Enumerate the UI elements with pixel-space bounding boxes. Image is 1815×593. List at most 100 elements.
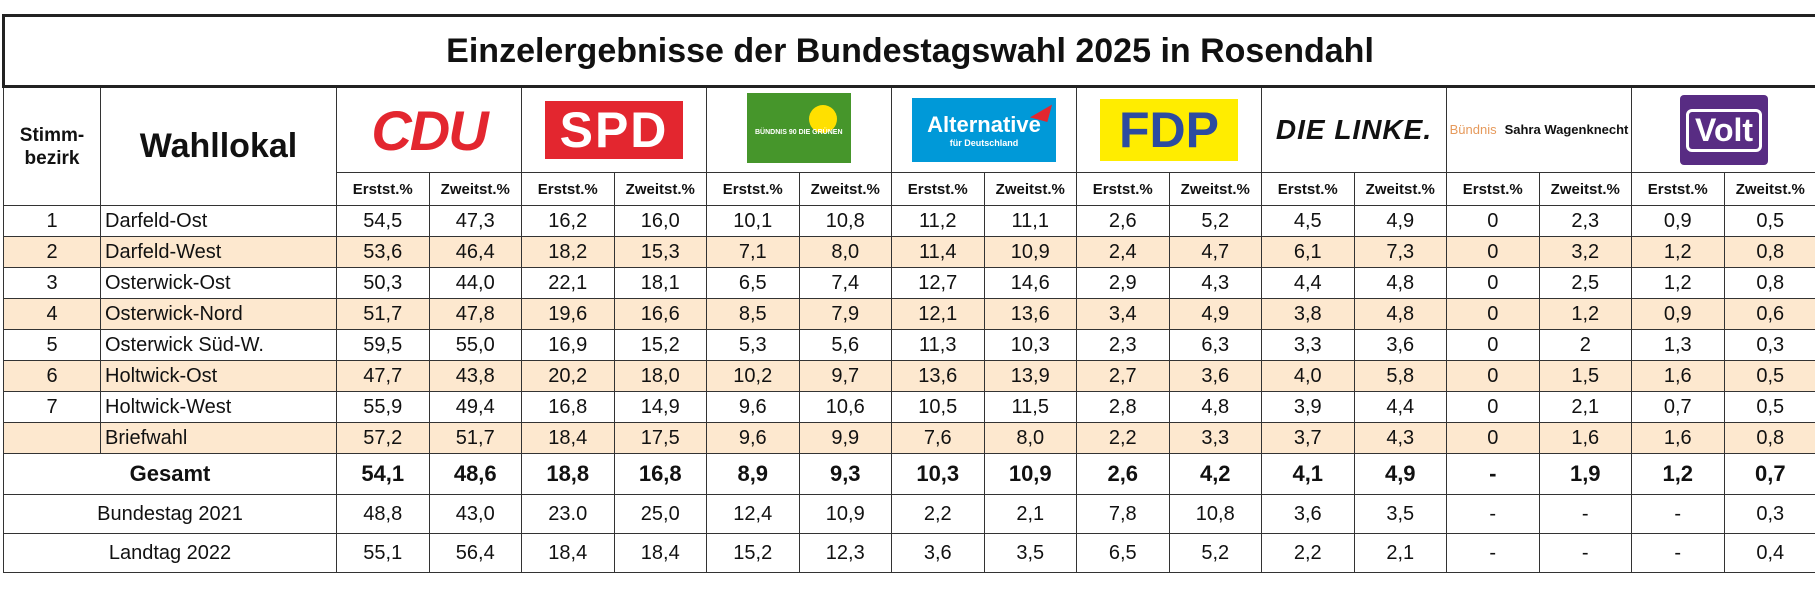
history-value-cell: 12,3: [798, 533, 892, 573]
value-cell: 14,9: [613, 391, 707, 423]
history-value-cell: 0,4: [1723, 533, 1815, 573]
table-row: 1 Darfeld-Ost 54,5 47,3 16,2 16,0 10,1 10,8 11,2…: [3, 205, 1815, 237]
history-value-cell: 10,8: [1168, 494, 1262, 534]
value-cell: 14,6: [983, 267, 1077, 299]
wahllokal-header: Wahllokal: [100, 86, 337, 206]
value-cell: 7,1: [706, 236, 800, 268]
wahllokal-cell: Holtwick-Ost: [100, 360, 337, 392]
value-cell: 10,9: [983, 236, 1077, 268]
erststimme-header: Erstst.%: [1631, 172, 1725, 206]
value-cell: 47,8: [428, 298, 522, 330]
total-value-cell: 4,2: [1168, 453, 1262, 495]
value-cell: 1,3: [1631, 329, 1725, 361]
value-cell: 0: [1446, 329, 1540, 361]
history-value-cell: -: [1538, 533, 1632, 573]
history-value-cell: 43,0: [428, 494, 522, 534]
value-cell: 1,5: [1538, 360, 1632, 392]
history-value-cell: 2,2: [891, 494, 985, 534]
table-row: Briefwahl 57,2 51,7 18,4 17,5 9,6 9,9 7,6 8,0 2,2…: [3, 422, 1815, 454]
value-cell: 9,6: [706, 422, 800, 454]
bsw-logo: Bündnis Sahra Wagenknecht: [1450, 122, 1629, 137]
history-label: Landtag 2022: [3, 533, 337, 573]
value-cell: 0,8: [1723, 422, 1815, 454]
wahllokal-cell: Osterwick-Nord: [100, 298, 337, 330]
value-cell: 57,2: [336, 422, 430, 454]
subheader-row: Erstst.% Zweitst.% Erstst.% Zweitst.% Erstst…: [4, 172, 1815, 206]
value-cell: 49,4: [428, 391, 522, 423]
value-cell: 2: [1538, 329, 1632, 361]
value-cell: 2,5: [1538, 267, 1632, 299]
history-value-cell: 3,5: [1353, 494, 1447, 534]
value-cell: 0: [1446, 360, 1540, 392]
history-value-cell: -: [1631, 494, 1725, 534]
value-cell: 46,4: [428, 236, 522, 268]
spd-logo: SPD: [545, 101, 683, 159]
table-row: 7 Holtwick-West 55,9 49,4 16,8 14,9 9,6 10,6 10,…: [3, 391, 1815, 423]
history-value-cell: 7,8: [1076, 494, 1170, 534]
value-cell: 4,3: [1353, 422, 1447, 454]
history-value-cell: 25,0: [613, 494, 707, 534]
value-cell: 3,9: [1261, 391, 1355, 423]
table-row: 6 Holtwick-Ost 47,7 43,8 20,2 18,0 10,2 9,7 13,6…: [3, 360, 1815, 392]
total-value-cell: -: [1446, 453, 1540, 495]
erststimme-header: Erstst.%: [1076, 172, 1170, 206]
stimmbezirk-cell: 5: [3, 329, 101, 361]
history-value-cell: -: [1631, 533, 1725, 573]
history-value-cell: 18,4: [521, 533, 615, 573]
value-cell: 0,7: [1631, 391, 1725, 423]
volt-logo-text: Volt: [1686, 108, 1763, 152]
value-cell: 4,9: [1168, 298, 1262, 330]
value-cell: 11,5: [983, 391, 1077, 423]
table-row: 2 Darfeld-West 53,6 46,4 18,2 15,3 7,1 8,0 11,4 1…: [3, 236, 1815, 268]
spd-logo-cell: SPD: [521, 86, 707, 173]
total-label: Gesamt: [3, 453, 337, 495]
history-value-cell: 2,1: [1353, 533, 1447, 573]
history-value-cell: 3,6: [891, 533, 985, 573]
linke-logo-cell: DIE LINKE.: [1261, 86, 1447, 173]
fdp-logo-cell: FDP: [1076, 86, 1262, 173]
zweitstimme-header: Zweitst.%: [983, 172, 1077, 206]
value-cell: 59,5: [336, 329, 430, 361]
zweitstimme-header: Zweitst.%: [798, 172, 892, 206]
wahllokal-cell: Darfeld-Ost: [100, 205, 337, 237]
results-table-wrapper: Einzelergebnisse der Bundestagswahl 2025…: [1, 14, 1815, 573]
zweitstimme-header: Zweitst.%: [1538, 172, 1632, 206]
value-cell: 10,3: [983, 329, 1077, 361]
history-value-cell: 18,4: [613, 533, 707, 573]
total-value-cell: 48,6: [428, 453, 522, 495]
value-cell: 1,6: [1538, 422, 1632, 454]
value-cell: 43,8: [428, 360, 522, 392]
table-body: 1 Darfeld-Ost 54,5 47,3 16,2 16,0 10,1 10,8 11,2…: [3, 205, 1815, 573]
value-cell: 11,1: [983, 205, 1077, 237]
history-value-cell: 3,6: [1261, 494, 1355, 534]
history-value-cell: 15,2: [706, 533, 800, 573]
value-cell: 7,9: [798, 298, 892, 330]
total-value-cell: 10,9: [983, 453, 1077, 495]
fdp-logo: FDP: [1100, 99, 1238, 161]
value-cell: 54,5: [336, 205, 430, 237]
afd-logo-cell: Alternative für Deutschland: [891, 86, 1077, 173]
stimmbezirk-cell: 4: [3, 298, 101, 330]
history-row: Landtag 2022 55,1 56,4 18,4 18,4 15,2 12,3 3,6 3…: [3, 533, 1815, 573]
value-cell: 20,2: [521, 360, 615, 392]
value-cell: 0,9: [1631, 205, 1725, 237]
value-cell: 4,0: [1261, 360, 1355, 392]
value-cell: 3,6: [1353, 329, 1447, 361]
table-row: 4 Osterwick-Nord 51,7 47,8 19,6 16,6 8,5 7,9 12,…: [3, 298, 1815, 330]
value-cell: 3,2: [1538, 236, 1632, 268]
zweitstimme-header: Zweitst.%: [613, 172, 707, 206]
value-cell: 55,9: [336, 391, 430, 423]
afd-logo: Alternative für Deutschland: [912, 98, 1056, 162]
value-cell: 5,6: [798, 329, 892, 361]
value-cell: 51,7: [428, 422, 522, 454]
value-cell: 1,6: [1631, 422, 1725, 454]
sunflower-icon: [809, 104, 837, 133]
value-cell: 0,3: [1723, 329, 1815, 361]
wahllokal-cell: Osterwick-Ost: [100, 267, 337, 299]
value-cell: 10,8: [798, 205, 892, 237]
value-cell: 6,5: [706, 267, 800, 299]
value-cell: 3,6: [1168, 360, 1262, 392]
erststimme-header: Erstst.%: [1261, 172, 1355, 206]
value-cell: 4,7: [1168, 236, 1262, 268]
stimmbezirk-cell: 3: [3, 267, 101, 299]
